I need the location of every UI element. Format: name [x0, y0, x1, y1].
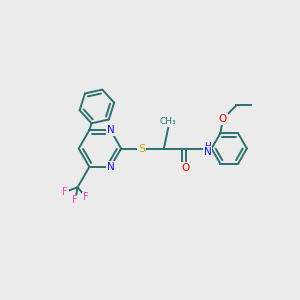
Text: CH₃: CH₃	[160, 117, 177, 126]
Text: O: O	[182, 163, 190, 173]
Text: F: F	[73, 195, 78, 205]
Text: N: N	[107, 162, 114, 172]
Text: H: H	[204, 142, 211, 151]
Text: F: F	[62, 187, 68, 197]
Text: N: N	[107, 125, 114, 135]
Text: N: N	[204, 147, 212, 157]
Text: F: F	[83, 192, 89, 203]
Text: S: S	[138, 143, 145, 154]
Text: O: O	[219, 114, 227, 124]
